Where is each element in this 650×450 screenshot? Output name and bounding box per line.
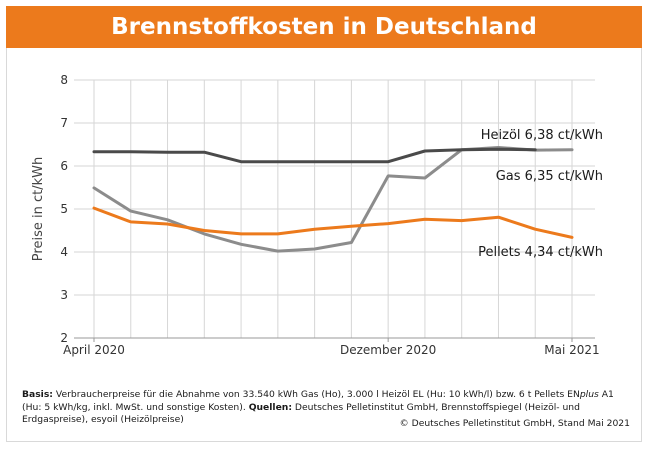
series-line-pellets xyxy=(92,206,574,239)
title-banner: Brennstoffkosten in Deutschland xyxy=(6,6,642,48)
chart-title: Brennstoffkosten in Deutschland xyxy=(111,14,537,40)
x-tick-label: April 2020 xyxy=(63,343,125,357)
y-tick-label: 7 xyxy=(60,116,68,130)
chart-frame xyxy=(6,6,642,442)
series-line-heizoel xyxy=(92,147,537,164)
series-label-gas: Gas 6,35 ct/kWh xyxy=(496,169,603,184)
y-tick-label: 4 xyxy=(60,245,68,259)
x-tick-label: Mai 2021 xyxy=(544,343,599,357)
sources-label: Quellen: xyxy=(248,401,293,413)
sources-text: Deutsches Pelletinstitut GmbH, Brennstof… xyxy=(22,401,580,426)
y-tick-label: 3 xyxy=(60,288,68,302)
basis-text: Verbraucherpreise für die Abnahme von 33… xyxy=(52,389,580,400)
x-tick-label: Dezember 2020 xyxy=(340,343,436,357)
y-axis-label: Preise in ct/kWh xyxy=(31,157,46,261)
y-tick-label: 6 xyxy=(60,159,68,173)
y-tick-label: 2 xyxy=(60,331,68,345)
footer-basis: Basis: Verbraucherpreise für die Abnahme… xyxy=(22,389,632,427)
series-label-pellets: Pellets 4,34 ct/kWh xyxy=(478,245,603,260)
copyright: © Deutsches Pelletinstitut GmbH, Stand M… xyxy=(399,418,630,429)
basis-text-2: A1 (Hu: 5 kWh/kg, inkl. MwSt. und sonsti… xyxy=(22,389,614,413)
y-tick-label: 8 xyxy=(60,73,68,87)
y-tick-label: 5 xyxy=(60,202,68,216)
basis-italic: plus xyxy=(579,389,599,400)
basis-label: Basis: xyxy=(22,389,53,400)
series-label-heizoel: Heizöl 6,38 ct/kWh xyxy=(481,128,603,143)
